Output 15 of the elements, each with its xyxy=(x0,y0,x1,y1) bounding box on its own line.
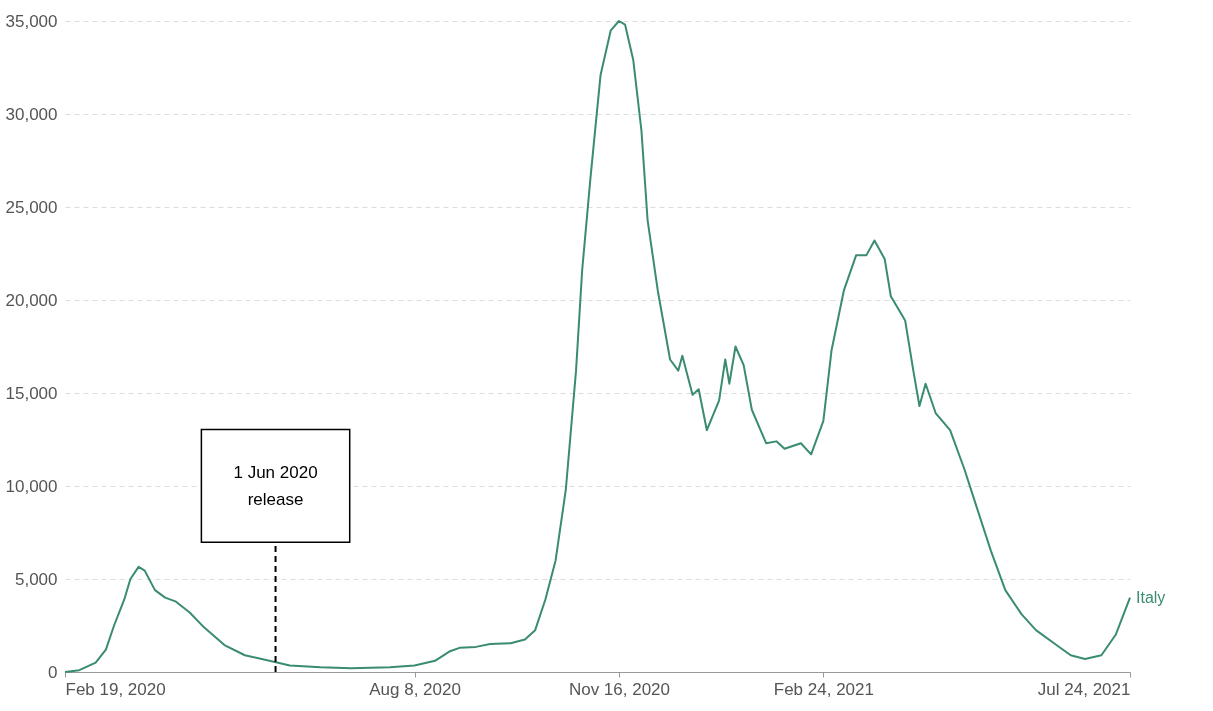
y-tick-label: 30,000 xyxy=(5,104,58,124)
x-tick-label: Aug 8, 2020 xyxy=(369,679,461,699)
y-tick-label: 10,000 xyxy=(5,476,58,496)
x-tick-label: Nov 16, 2020 xyxy=(568,679,671,699)
y-tick-label: 20,000 xyxy=(5,290,58,310)
y-tick-label: 35,000 xyxy=(5,11,58,31)
x-tick-label: Feb 24, 2021 xyxy=(773,679,874,699)
y-tick-label: 25,000 xyxy=(5,197,58,217)
y-tick-label: 15,000 xyxy=(5,383,58,403)
x-tick-label: Jul 24, 2021 xyxy=(1037,679,1131,699)
y-tick-label: 5,000 xyxy=(14,569,58,589)
series-label: Italy xyxy=(1136,588,1166,606)
y-tick-label: 0 xyxy=(48,662,58,682)
x-tick-label: Feb 19, 2020 xyxy=(65,679,166,699)
ref-line-label: 1 Jun 2020 release xyxy=(233,462,318,509)
